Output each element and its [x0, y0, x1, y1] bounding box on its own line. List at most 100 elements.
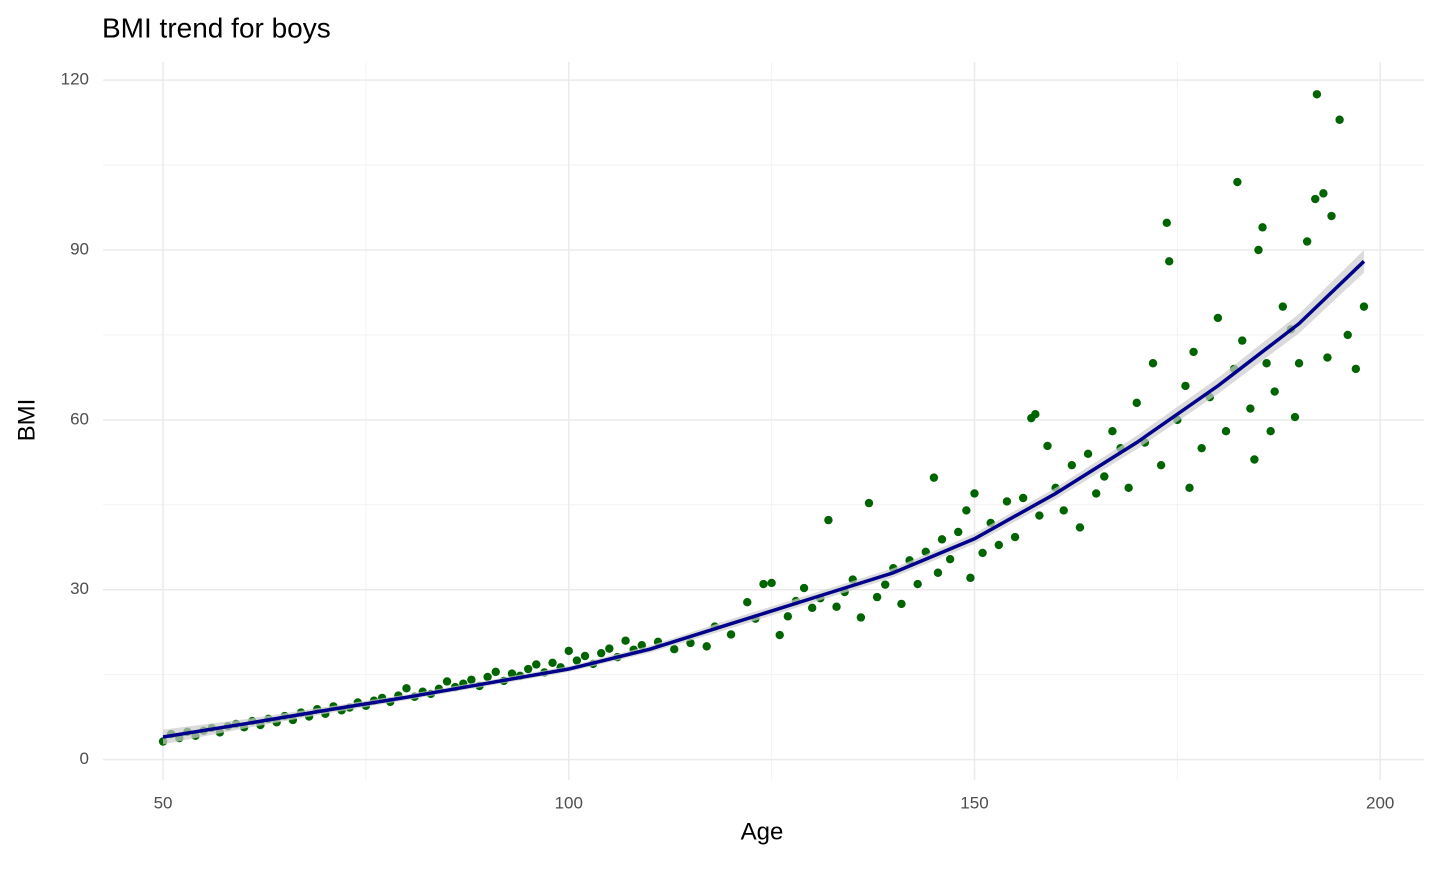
trend-line — [162, 260, 1366, 739]
data-point — [1091, 489, 1101, 498]
data-point — [467, 675, 476, 684]
data-point — [864, 498, 874, 508]
data-point — [954, 527, 963, 537]
data-point — [1311, 194, 1320, 204]
data-point — [1010, 532, 1020, 542]
data-point — [564, 646, 573, 656]
data-point — [1319, 189, 1328, 198]
data-point — [523, 664, 533, 674]
data-point — [1213, 313, 1223, 323]
data-point — [1018, 493, 1028, 503]
data-point — [807, 603, 817, 613]
data-point — [872, 592, 882, 602]
data-point — [743, 597, 752, 607]
x-tick-label: 150 — [960, 793, 988, 812]
data-point — [1031, 410, 1040, 419]
data-point — [1100, 472, 1109, 481]
y-tick-label: 0 — [80, 749, 89, 768]
y-tick-label: 90 — [70, 239, 89, 258]
y-axis-title: BMI — [13, 399, 40, 442]
confidence-band — [163, 249, 1364, 745]
data-point — [1238, 336, 1247, 345]
x-tick-label: 50 — [154, 793, 173, 812]
data-point — [483, 672, 492, 682]
data-point — [1148, 359, 1158, 368]
data-point — [572, 656, 582, 665]
data-point — [913, 579, 922, 589]
data-point — [442, 677, 452, 686]
data-point — [933, 568, 943, 577]
data-point — [1343, 330, 1352, 340]
data-point — [1351, 364, 1361, 374]
data-point — [1035, 511, 1044, 520]
data-point — [402, 684, 411, 693]
data-point — [1335, 115, 1344, 124]
data-point — [1294, 359, 1304, 368]
data-point — [1067, 460, 1077, 470]
data-point — [1075, 523, 1085, 532]
data-point — [1132, 398, 1141, 408]
data-point — [799, 583, 809, 593]
data-point — [1270, 387, 1279, 396]
data-point — [1059, 506, 1068, 515]
data-point — [775, 630, 784, 640]
data-point — [532, 660, 541, 669]
data-point — [1312, 90, 1322, 99]
chart-title: BMI trend for boys — [102, 12, 331, 43]
data-point — [881, 580, 890, 589]
data-point — [702, 642, 711, 651]
data-point — [929, 473, 939, 482]
data-point — [580, 651, 590, 661]
data-point — [1002, 497, 1012, 506]
data-point — [1258, 223, 1267, 232]
data-point — [1165, 257, 1174, 266]
data-point — [491, 667, 500, 677]
data-point — [767, 578, 776, 588]
data-point — [937, 535, 947, 544]
data-point — [548, 658, 557, 667]
data-point — [1266, 426, 1275, 436]
data-point — [605, 644, 614, 653]
data-point — [970, 489, 979, 498]
data-point — [856, 613, 866, 622]
data-point — [1108, 426, 1117, 436]
data-point — [507, 669, 517, 678]
data-point — [1181, 381, 1190, 391]
data-point — [832, 602, 841, 611]
data-point — [1189, 347, 1198, 357]
data-point — [670, 644, 679, 654]
data-point — [1327, 211, 1336, 221]
y-tick-label: 120 — [61, 70, 89, 89]
data-point — [1302, 237, 1312, 246]
data-point — [1156, 460, 1166, 470]
data-point — [726, 630, 736, 639]
data-point — [1359, 302, 1369, 311]
data-point — [1246, 404, 1255, 413]
data-point — [1262, 359, 1271, 368]
data-point — [783, 612, 793, 621]
data-point — [1250, 455, 1259, 464]
data-point — [1185, 483, 1194, 493]
data-point — [1323, 353, 1332, 362]
data-point — [994, 540, 1004, 550]
data-point — [978, 548, 987, 558]
data-point — [1162, 218, 1171, 228]
data-point — [1043, 441, 1052, 451]
data-point — [962, 506, 971, 515]
data-point — [1083, 449, 1093, 459]
data-point — [597, 648, 606, 658]
data-point — [1278, 302, 1288, 311]
x-tick-label: 100 — [555, 793, 583, 812]
data-point — [966, 573, 975, 583]
data-point — [621, 636, 630, 645]
y-tick-label: 60 — [70, 409, 89, 428]
x-tick-label: 200 — [1366, 793, 1394, 812]
data-point — [1254, 245, 1263, 255]
data-point — [1197, 443, 1206, 453]
data-point — [1221, 426, 1231, 436]
data-point — [1290, 412, 1300, 422]
data-point — [1124, 483, 1133, 493]
data-point — [759, 579, 768, 589]
y-tick-label: 30 — [70, 579, 89, 598]
